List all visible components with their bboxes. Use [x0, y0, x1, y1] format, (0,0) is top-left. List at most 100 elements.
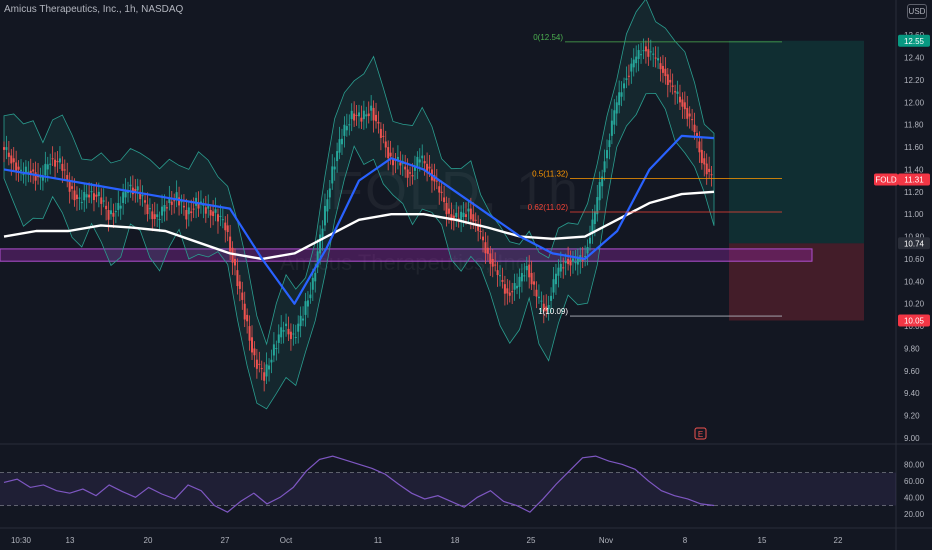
candle-body: [506, 288, 509, 294]
candle-body: [443, 197, 446, 203]
candle-body: [464, 214, 467, 217]
candle-body: [109, 210, 112, 215]
candle-body: [122, 192, 125, 204]
x-tick-label: Nov: [599, 536, 613, 545]
candle-body: [224, 222, 227, 231]
candle-body: [389, 152, 392, 157]
candle-body: [399, 162, 402, 166]
candle-body: [78, 197, 81, 199]
candle-body: [499, 275, 502, 277]
candle-body: [686, 107, 689, 119]
candle-body: [620, 92, 623, 97]
candle-body: [83, 191, 86, 201]
candle-body: [297, 323, 300, 332]
support-zone: [0, 248, 813, 262]
y-tick-label: 9.80: [904, 344, 920, 353]
candle-body: [540, 300, 543, 302]
x-tick-label: 15: [758, 536, 767, 545]
candle-body: [358, 112, 360, 117]
candle-body: [80, 202, 83, 204]
symbol-tag-bg: [874, 173, 898, 186]
candle-body: [219, 215, 222, 218]
candle-body: [603, 161, 606, 173]
candle-body: [428, 166, 431, 169]
candle-body: [350, 110, 353, 120]
candle-body: [311, 277, 314, 290]
candle-body: [632, 59, 635, 68]
candle-body: [606, 150, 609, 159]
candle-body: [365, 114, 368, 117]
candle-body: [185, 210, 188, 220]
candle-body: [486, 247, 489, 254]
candle-body: [384, 141, 387, 148]
candle-body: [411, 175, 414, 177]
candle-body: [516, 285, 519, 289]
candle-body: [146, 204, 149, 215]
candle-body: [518, 276, 521, 287]
chart-title: Amicus Therapeutics, Inc., 1h, NASDAQ: [4, 4, 184, 15]
candle-body: [698, 141, 701, 153]
candle-body: [280, 327, 283, 338]
candle-body: [525, 265, 528, 271]
rsi-y-tick-label: 80.00: [904, 460, 925, 469]
earnings-marker: E: [694, 427, 707, 440]
candle-body: [640, 54, 643, 56]
candle-body: [574, 262, 577, 264]
candle-body: [114, 211, 117, 213]
candle-body: [226, 225, 229, 233]
rsi-y-tick-label: 40.00: [904, 493, 925, 502]
candle-body: [455, 212, 458, 218]
candle-body: [136, 186, 139, 191]
candle-body: [452, 215, 455, 219]
candle-body: [647, 49, 650, 57]
candle-body: [163, 205, 166, 212]
y-tick-label: 11.20: [904, 188, 924, 197]
candle-body: [144, 200, 147, 203]
candle-body: [333, 166, 336, 170]
candle-body: [596, 197, 599, 215]
candle-body: [277, 334, 280, 343]
candle-body: [105, 205, 108, 210]
y-tick-label: 10.00: [904, 322, 925, 331]
candle-body: [552, 279, 555, 293]
candle-body: [197, 203, 200, 209]
rsi-y-tick-label: 60.00: [904, 477, 925, 486]
candle-body: [153, 214, 156, 220]
candle-body: [367, 113, 370, 117]
candle-body: [15, 162, 18, 173]
candle-body: [170, 201, 173, 205]
candle-body: [204, 207, 207, 214]
candle-body: [182, 205, 185, 208]
candle-body: [246, 314, 249, 322]
candle-body: [557, 267, 560, 276]
candle-body: [472, 214, 475, 222]
fib-level-label: 0(12.54): [533, 33, 563, 42]
candle-body: [46, 164, 49, 170]
candle-body: [571, 258, 574, 262]
currency-badge[interactable]: USD: [907, 4, 927, 19]
candle-body: [253, 348, 256, 356]
candle-body: [212, 211, 215, 217]
candle-body: [345, 126, 348, 131]
candle-body: [139, 191, 142, 200]
candle-body: [302, 318, 305, 321]
candle-body: [569, 260, 572, 266]
candle-body: [66, 175, 69, 181]
candle-body: [214, 209, 217, 213]
candle-body: [24, 166, 27, 174]
candle-body: [314, 272, 317, 282]
candle-body: [547, 304, 550, 310]
candle-body: [20, 169, 23, 171]
candle-body: [377, 121, 380, 124]
candle-body: [127, 191, 130, 193]
candle-body: [630, 63, 633, 72]
target-price-badge: 12.55: [904, 37, 925, 46]
candle-body: [289, 331, 292, 340]
candle-body: [593, 211, 596, 225]
y-tick-label: 12.40: [904, 54, 925, 63]
last-price-badge: 11.31: [904, 176, 924, 185]
y-tick-label: 9.40: [904, 389, 920, 398]
candle-body: [584, 256, 587, 258]
candle-body: [693, 124, 696, 133]
